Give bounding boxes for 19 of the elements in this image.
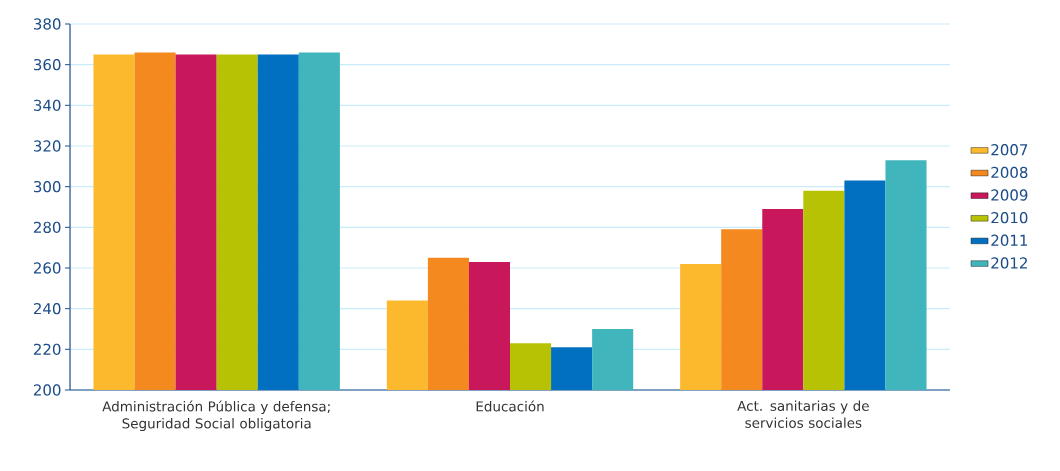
legend-label: 2009	[991, 189, 1028, 201]
legend-label: 2012	[991, 257, 1027, 269]
y-tick-label: 260	[33, 262, 61, 274]
y-tick-label: 320	[34, 140, 61, 152]
y-tick-label: 300	[34, 180, 61, 193]
legend-label: 2007	[991, 144, 1028, 156]
x-tick-label: Act. sanitarias y de servicios sociales	[737, 400, 869, 428]
x-tick-label: Administración Pública y defensa; Seguridad Social obligatoria	[102, 400, 330, 432]
legend-label: 2008	[991, 166, 1028, 179]
y-tick-label: 220	[33, 343, 61, 355]
legend-label: 2010	[991, 211, 1028, 224]
y-tick-label: 200	[33, 384, 61, 396]
y-tick-label: 280	[33, 221, 61, 233]
y-tick-label: 240	[33, 302, 61, 315]
y-tick-label: 340	[34, 99, 61, 112]
legend-label: 2011	[991, 234, 1028, 246]
x-tick-label: Educación	[476, 400, 544, 412]
y-tick-label: 380	[34, 18, 61, 30]
y-tick-label: 360	[34, 58, 61, 71]
